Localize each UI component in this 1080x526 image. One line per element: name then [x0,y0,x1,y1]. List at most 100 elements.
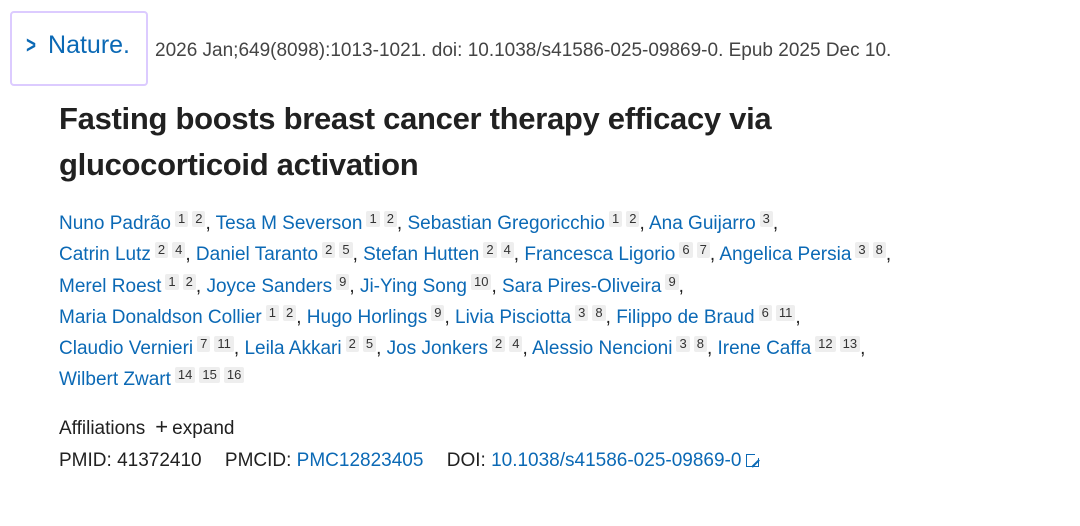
expand-label[interactable]: expand [172,418,235,439]
affiliation-ref[interactable]: 2 [483,242,497,259]
affiliation-ref[interactable]: 14 [174,367,196,384]
separator: , [860,338,866,360]
author-link[interactable]: Irene Caffa [717,338,812,360]
journal-name: Nature. [48,31,130,59]
affiliation-ref[interactable]: 2 [192,211,206,227]
pmid-value: 41372410 [117,450,202,471]
affiliation-ref[interactable]: 2 [322,242,336,259]
affiliation-ref[interactable]: 13 [839,336,861,353]
affiliation-ref[interactable]: 9 [665,273,679,290]
affiliation-ref[interactable]: 6 [758,304,772,321]
author-link[interactable]: Sebastian Gregoricchio [407,213,605,234]
affiliation-ref[interactable]: 7 [696,242,710,259]
author-link[interactable]: Ana Guijarro [648,213,756,234]
separator: , [233,338,245,360]
affiliation-ref[interactable]: 9 [336,273,350,290]
affiliation-ref[interactable]: 10 [470,273,492,290]
doi-link[interactable]: 10.1038/s41586-025-09869-0 [491,450,762,471]
pmcid-label: PMCID: [224,450,292,471]
author-link[interactable]: Hugo Horlings [306,306,428,328]
separator: , [639,213,649,234]
separator: , [885,244,892,266]
author-link[interactable]: Catrin Lutz [59,244,151,266]
author-link[interactable]: Daniel Taranto [195,244,319,266]
affiliation-ref[interactable]: 9 [431,304,445,321]
author-link[interactable]: Joyce Sanders [206,275,333,297]
separator: , [296,306,307,328]
affiliation-ref[interactable]: 8 [592,304,606,321]
affiliation-ref[interactable]: 1 [174,211,189,227]
separator: , [376,338,387,360]
plus-icon: + [155,414,169,439]
author-link[interactable]: Livia Pisciotta [455,306,572,328]
affiliation-ref[interactable]: 2 [626,211,640,227]
affiliation-ref[interactable]: 4 [172,242,186,259]
separator: , [772,213,779,234]
separator: , [605,306,617,328]
separator: , [444,306,455,328]
author-link[interactable]: Merel Roest [59,275,162,297]
affiliation-ref[interactable]: 4 [509,336,523,353]
author-link[interactable]: Ji-Ying Song [359,275,467,297]
affiliation-ref[interactable]: 2 [283,304,297,321]
doi-value: 10.1038/s41586-025-09869-0 [491,450,742,471]
affiliation-ref[interactable]: 16 [223,367,245,384]
author-link[interactable]: Francesca Ligorio [524,244,676,266]
affiliation-ref[interactable]: 3 [855,242,869,259]
separator: , [795,306,801,328]
citation-details: 2026 Jan;649(8098):1013-1021. doi: 10.10… [155,40,892,61]
author-link[interactable]: Leila Akkari [244,338,342,360]
affiliation-ref[interactable]: 5 [362,336,377,353]
separator: , [396,213,408,234]
affiliation-ref[interactable]: 1 [608,211,623,227]
author-link[interactable]: Sara Pires-Oliveira [502,275,662,297]
author-link[interactable]: Maria Donaldson Collier [59,306,262,328]
affiliation-ref[interactable]: 6 [679,242,693,259]
separator: , [522,338,532,360]
affiliation-ref[interactable]: 5 [339,242,353,259]
affiliation-ref[interactable]: 1 [165,273,179,290]
affiliation-ref[interactable]: 12 [815,336,836,353]
author-link[interactable]: Angelica Persia [719,244,852,266]
affiliation-ref[interactable]: 3 [676,336,690,353]
affiliation-ref[interactable]: 8 [693,336,707,353]
author-link[interactable]: Jos Jonkers [386,338,489,360]
affiliation-ref[interactable]: 1 [366,211,380,227]
affiliation-ref[interactable]: 4 [500,242,514,259]
chevron-right-icon: > [26,31,36,59]
external-link-icon [746,452,762,467]
journal-link[interactable]: > Nature. [24,31,130,60]
author-link[interactable]: Claudio Vernieri [59,338,194,360]
affiliations-label: Affiliations [59,418,146,439]
affiliation-ref[interactable]: 8 [872,242,886,259]
affiliation-ref[interactable]: 3 [575,304,589,321]
author-link[interactable]: Filippo de Braud [616,306,755,328]
affiliations-toggle[interactable]: Affiliations + expand [59,414,234,440]
affiliation-ref[interactable]: 11 [214,336,234,353]
affiliation-ref[interactable]: 2 [383,211,397,227]
affiliation-ref[interactable]: 2 [492,336,506,353]
separator: , [195,275,207,297]
affiliation-ref[interactable]: 3 [759,211,773,227]
author-link[interactable]: Tesa M Severson [215,213,363,234]
affiliation-ref[interactable]: 1 [265,304,279,321]
author-link[interactable]: Alessio Nencioni [532,338,673,360]
separator: , [205,213,216,234]
affiliation-ref[interactable]: 2 [345,336,359,353]
separator: , [513,244,525,266]
separator: , [678,275,684,297]
affiliation-ref[interactable]: 2 [182,273,196,290]
doi-label: DOI: [446,450,486,471]
pmcid-link[interactable]: PMC12823405 [296,450,424,471]
author-link[interactable]: Stefan Hutten [363,244,480,266]
author-link[interactable]: Nuno Padrão [59,213,171,234]
affiliation-ref[interactable]: 2 [154,242,169,259]
affiliation-ref[interactable]: 11 [775,304,796,321]
affiliation-ref[interactable]: 15 [199,367,220,384]
separator: , [185,244,196,266]
separator: , [352,244,364,266]
identifiers: PMID: 41372410 PMCID: PMC12823405 DOI: 1… [59,450,762,472]
author-list: Nuno Padrão 1 2, Tesa M Severson 1 2, Sebast… [59,208,1059,396]
affiliation-ref[interactable]: 7 [197,336,211,353]
author-link[interactable]: Wilbert Zwart [59,369,171,391]
